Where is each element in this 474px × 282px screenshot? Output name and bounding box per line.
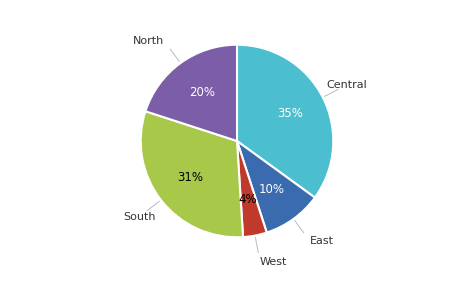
Wedge shape: [141, 111, 243, 237]
Text: 31%: 31%: [177, 171, 203, 184]
Wedge shape: [146, 45, 237, 141]
Text: North: North: [133, 36, 164, 46]
Text: West: West: [260, 257, 287, 267]
Text: East: East: [310, 236, 333, 246]
Wedge shape: [237, 45, 333, 198]
Text: 20%: 20%: [189, 86, 215, 99]
Text: 10%: 10%: [259, 183, 285, 196]
Text: 35%: 35%: [277, 107, 303, 120]
Text: Central: Central: [327, 80, 367, 90]
Text: South: South: [123, 212, 156, 222]
Wedge shape: [237, 141, 315, 233]
Text: 4%: 4%: [239, 193, 257, 206]
Wedge shape: [237, 141, 267, 237]
